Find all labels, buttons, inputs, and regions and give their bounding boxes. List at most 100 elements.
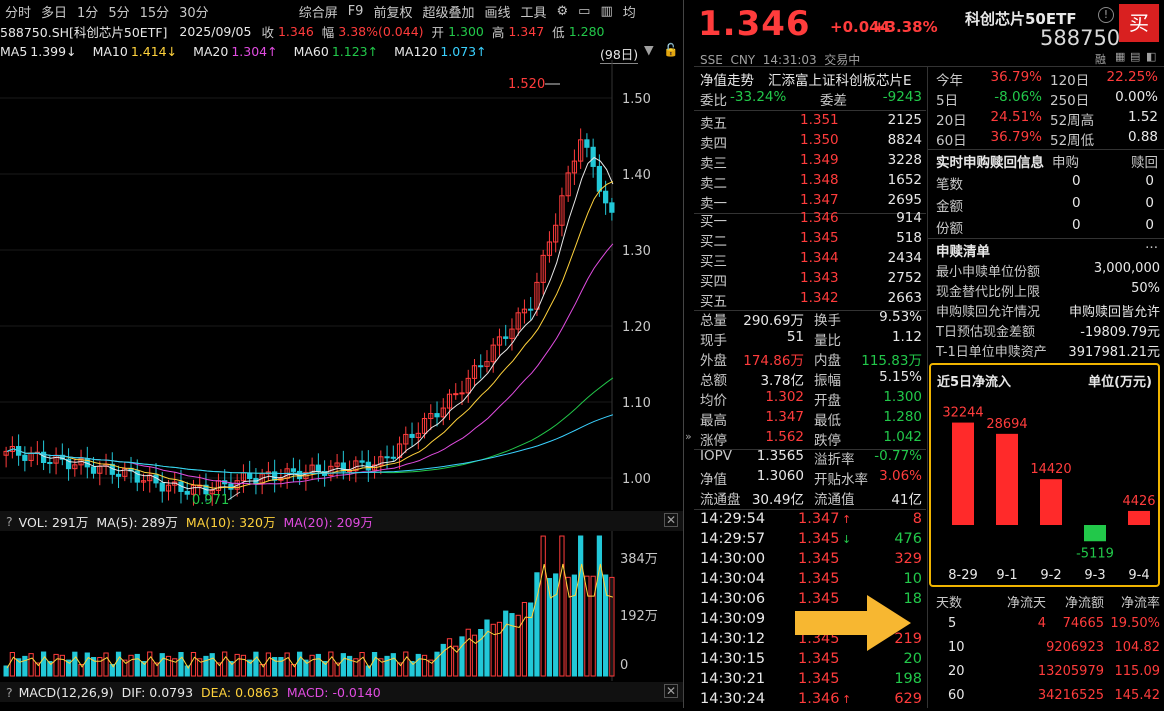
period-tab[interactable]: 15分 xyxy=(139,5,170,21)
stat-value: 3.06% xyxy=(879,468,922,484)
close-icon[interactable]: ✕ xyxy=(664,513,678,527)
tick-volume: 629 xyxy=(894,691,922,707)
help-icon[interactable]: ? xyxy=(6,684,13,700)
collapse-icon[interactable]: » xyxy=(685,430,692,443)
period-tab[interactable]: 多日 xyxy=(41,5,68,21)
ask-level[interactable]: 卖三 1.349 3228 xyxy=(700,152,922,172)
candle-body xyxy=(334,462,340,467)
dropdown-icon[interactable]: ▼ xyxy=(644,42,654,57)
nav-value: 汇添富上证科创板芯片E xyxy=(768,73,912,89)
more-icon[interactable]: ··· xyxy=(1145,240,1158,256)
volume-bar xyxy=(65,659,72,677)
list-value: 申购赎回皆允许 xyxy=(1068,305,1160,320)
volume-bar xyxy=(190,652,197,677)
ask-level[interactable]: 卖五 1.351 2125 xyxy=(700,112,922,132)
bid-level[interactable]: 买二 1.345 518 xyxy=(700,230,922,250)
subs-row: 金额 0 0 xyxy=(936,195,1158,215)
ask-level[interactable]: 卖二 1.348 1652 xyxy=(700,172,922,192)
candle-body xyxy=(90,466,97,474)
perf-value: -8.06% xyxy=(994,89,1042,105)
ma-legend: MA5 1.399↓ MA10 1.414↓ MA20 1.304↑ MA60 1.123↑ M… xyxy=(0,42,683,60)
stat-label: 流通值 xyxy=(814,492,855,508)
help-icon[interactable]: ? xyxy=(6,513,13,529)
period-tab[interactable]: 30分 xyxy=(179,5,209,21)
avg-toggle[interactable]: 均 xyxy=(622,5,636,21)
toolbar-action[interactable]: 超级叠加 xyxy=(422,5,475,21)
stat-label: 外盘 xyxy=(700,353,727,369)
volume-bar xyxy=(584,575,590,677)
subs-h2: 赎回 xyxy=(1131,155,1158,171)
layout-icon[interactable]: ▤ xyxy=(1130,50,1141,63)
flow-table: 天数 净流天 净流额 净流率 5 4 74665 19.50% 10 9206923 104.82 2… xyxy=(928,590,1164,708)
volume-bar xyxy=(590,575,596,677)
stat-label: 溢折率 xyxy=(814,452,855,468)
stat-label: 均价 xyxy=(700,393,727,409)
ma-name: MA120 xyxy=(394,43,438,59)
ask-level[interactable]: 卖一 1.347 2695 xyxy=(700,192,922,212)
stat-value: 290.69万 xyxy=(743,313,804,329)
nav-row[interactable]: 净值走势 汇添富上证科创板芯片E xyxy=(700,69,922,89)
volume-chart[interactable]: 384万 192万 0 xyxy=(0,531,683,681)
divider xyxy=(694,213,926,214)
candle-body xyxy=(428,413,434,420)
period-tab[interactable]: 1分 xyxy=(77,5,99,21)
list-label: 现金替代比例上限 xyxy=(936,285,1041,300)
toolbar-action[interactable]: 前复权 xyxy=(373,5,413,21)
stat-row: IOPV 1.3565 溢折率 -0.77% xyxy=(700,448,922,468)
list-label: 申购赎回允许情况 xyxy=(936,305,1041,320)
bid-level[interactable]: 买三 1.344 2434 xyxy=(700,250,922,270)
window-icon[interactable]: ◧ xyxy=(1146,50,1157,63)
stat-value: 1.300 xyxy=(883,389,922,405)
security-info-bar: 588750.SH[科创芯片50ETF] 2025/09/05 收 1.346 … xyxy=(0,22,683,40)
ask-level[interactable]: 卖四 1.350 8824 xyxy=(700,132,922,152)
open-value: 1.300 xyxy=(448,23,484,39)
kline-chart[interactable]: 1.50 1.40 1.30 1.20 1.10 1.00 1.520 0.971 xyxy=(0,60,683,510)
bid-level[interactable]: 买一 1.346 914 xyxy=(700,210,922,230)
volume-bar xyxy=(403,651,409,677)
ma-legend-item: MA20 1.304↑ xyxy=(193,44,286,59)
ma-name: MA5 xyxy=(0,43,28,59)
flow-table-header-cell: 净流额 xyxy=(1064,596,1104,611)
volume-bar xyxy=(265,652,272,677)
inflow-category-label: 9-3 xyxy=(1084,568,1105,583)
list-value: 3,000,000 xyxy=(1093,261,1160,276)
bid-level[interactable]: 买四 1.343 2752 xyxy=(700,270,922,290)
level-volume: 2695 xyxy=(887,192,922,208)
tick-volume: 18 xyxy=(903,591,922,607)
gear-icon[interactable]: ⚙ xyxy=(556,3,569,19)
inflow-value-label: 14420 xyxy=(1030,462,1071,477)
close-icon[interactable]: ✕ xyxy=(664,684,678,698)
flow-days: 20 xyxy=(948,664,965,679)
window-icon[interactable]: ▭ xyxy=(578,3,591,19)
toolbar-action[interactable]: 工具 xyxy=(520,5,547,21)
toolbar-action[interactable]: F9 xyxy=(347,3,364,19)
flow-days: 5 xyxy=(948,616,957,631)
toolbar-action[interactable]: 画线 xyxy=(484,5,511,21)
lock-icon[interactable]: 🔓 xyxy=(663,42,679,57)
stat-row: 流通盘 30.49亿 流通值 41亿 xyxy=(700,488,922,508)
perf-value: 0.88 xyxy=(1127,129,1158,145)
tick-row: 14:30:09 xyxy=(700,611,922,631)
level-label: 卖二 xyxy=(700,176,727,192)
buy-button[interactable]: 买 xyxy=(1119,4,1159,42)
period-tab[interactable]: 5分 xyxy=(108,5,130,21)
candle-body xyxy=(484,361,490,367)
period-tab[interactable]: 分时 xyxy=(5,5,32,21)
level-volume: 2663 xyxy=(887,290,922,306)
grid-icon[interactable]: ▦ xyxy=(1115,50,1126,63)
volume-bar xyxy=(609,576,615,677)
bid-level[interactable]: 买五 1.342 2663 xyxy=(700,290,922,310)
ma-line xyxy=(6,156,614,491)
volume-bar xyxy=(272,657,278,677)
range-selector[interactable]: (98日) xyxy=(600,44,639,64)
volume-bar xyxy=(15,658,22,677)
dock-icon[interactable]: ▥ xyxy=(600,3,613,19)
weicha-label: 委差 xyxy=(820,93,847,109)
candle-body xyxy=(234,480,240,490)
toolbar-action[interactable]: 综合屏 xyxy=(298,5,338,21)
perf-row: 5日 -8.06% 250日 0.00% xyxy=(936,89,1158,109)
info-icon[interactable]: ! xyxy=(1098,7,1114,23)
stat-value: 1.12 xyxy=(891,329,922,345)
volume-bar xyxy=(134,653,140,677)
subs-value: 0 xyxy=(1072,195,1081,211)
